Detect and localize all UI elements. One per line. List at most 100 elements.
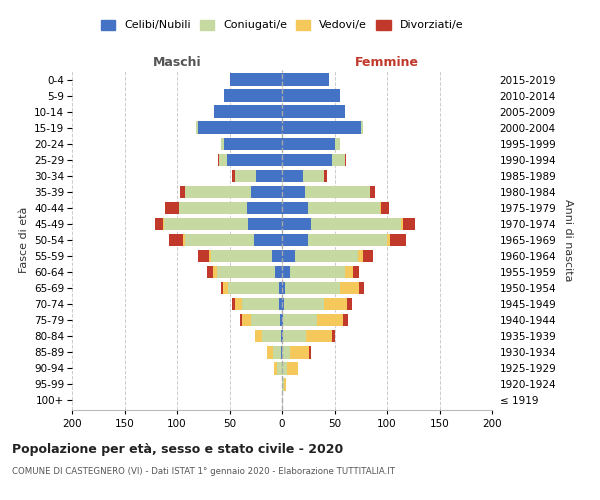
- Bar: [163, 218, 164, 230]
- Bar: [303, 170, 324, 182]
- Bar: [283, 330, 306, 342]
- Bar: [311, 218, 401, 230]
- Bar: [221, 282, 223, 294]
- Bar: [185, 234, 254, 246]
- Bar: [361, 122, 363, 134]
- Bar: [274, 362, 277, 374]
- Bar: [282, 154, 332, 166]
- Bar: [282, 250, 295, 262]
- Bar: [332, 154, 345, 166]
- Bar: [155, 218, 163, 230]
- Bar: [317, 314, 343, 326]
- Bar: [179, 202, 247, 214]
- Bar: [279, 282, 282, 294]
- Bar: [403, 218, 415, 230]
- Bar: [166, 202, 179, 214]
- Bar: [390, 234, 406, 246]
- Bar: [196, 122, 198, 134]
- Bar: [232, 170, 235, 182]
- Bar: [308, 234, 387, 246]
- Bar: [308, 202, 380, 214]
- Bar: [271, 250, 282, 262]
- Bar: [345, 154, 346, 166]
- Bar: [180, 186, 185, 198]
- Bar: [343, 314, 348, 326]
- Bar: [247, 202, 282, 214]
- Bar: [287, 362, 298, 374]
- Bar: [282, 266, 290, 278]
- Bar: [279, 298, 282, 310]
- Bar: [347, 298, 352, 310]
- Bar: [380, 202, 381, 214]
- Bar: [282, 378, 284, 390]
- Bar: [198, 122, 282, 134]
- Bar: [184, 234, 185, 246]
- Bar: [282, 298, 284, 310]
- Bar: [283, 314, 317, 326]
- Bar: [229, 282, 279, 294]
- Bar: [282, 234, 308, 246]
- Bar: [282, 282, 285, 294]
- Bar: [229, 74, 282, 86]
- Bar: [282, 170, 303, 182]
- Bar: [275, 266, 282, 278]
- Bar: [242, 314, 251, 326]
- Bar: [359, 282, 364, 294]
- Bar: [251, 186, 282, 198]
- Bar: [277, 362, 282, 374]
- Bar: [370, 186, 376, 198]
- Bar: [255, 330, 262, 342]
- Bar: [290, 346, 310, 358]
- Bar: [335, 138, 340, 150]
- Bar: [209, 250, 211, 262]
- Text: Popolazione per età, sesso e stato civile - 2020: Popolazione per età, sesso e stato civil…: [12, 442, 343, 456]
- Bar: [282, 106, 345, 118]
- Y-axis label: Anni di nascita: Anni di nascita: [563, 198, 573, 281]
- Bar: [282, 186, 305, 198]
- Bar: [306, 330, 332, 342]
- Y-axis label: Fasce di età: Fasce di età: [19, 207, 29, 273]
- Bar: [324, 170, 327, 182]
- Bar: [387, 234, 390, 246]
- Bar: [232, 298, 235, 310]
- Bar: [198, 250, 209, 262]
- Bar: [208, 266, 213, 278]
- Bar: [324, 298, 347, 310]
- Bar: [282, 218, 311, 230]
- Bar: [282, 122, 361, 134]
- Bar: [242, 298, 279, 310]
- Bar: [248, 218, 282, 230]
- Bar: [280, 314, 282, 326]
- Bar: [185, 186, 251, 198]
- Bar: [282, 346, 290, 358]
- Bar: [282, 90, 340, 102]
- Bar: [235, 170, 256, 182]
- Bar: [295, 250, 358, 262]
- Bar: [282, 314, 283, 326]
- Text: Maschi: Maschi: [152, 56, 202, 69]
- Bar: [235, 298, 242, 310]
- Bar: [310, 346, 311, 358]
- Bar: [282, 74, 329, 86]
- Bar: [272, 346, 281, 358]
- Bar: [401, 218, 403, 230]
- Bar: [213, 266, 217, 278]
- Bar: [284, 378, 286, 390]
- Bar: [305, 186, 370, 198]
- Bar: [223, 282, 229, 294]
- Bar: [285, 282, 340, 294]
- Bar: [332, 330, 335, 342]
- Bar: [282, 138, 335, 150]
- Bar: [268, 346, 272, 358]
- Bar: [284, 298, 324, 310]
- Bar: [353, 266, 359, 278]
- Bar: [282, 330, 283, 342]
- Bar: [254, 234, 282, 246]
- Bar: [251, 314, 280, 326]
- Bar: [340, 282, 359, 294]
- Bar: [227, 154, 282, 166]
- Bar: [214, 106, 282, 118]
- Bar: [282, 362, 287, 374]
- Bar: [256, 170, 282, 182]
- Bar: [219, 154, 227, 166]
